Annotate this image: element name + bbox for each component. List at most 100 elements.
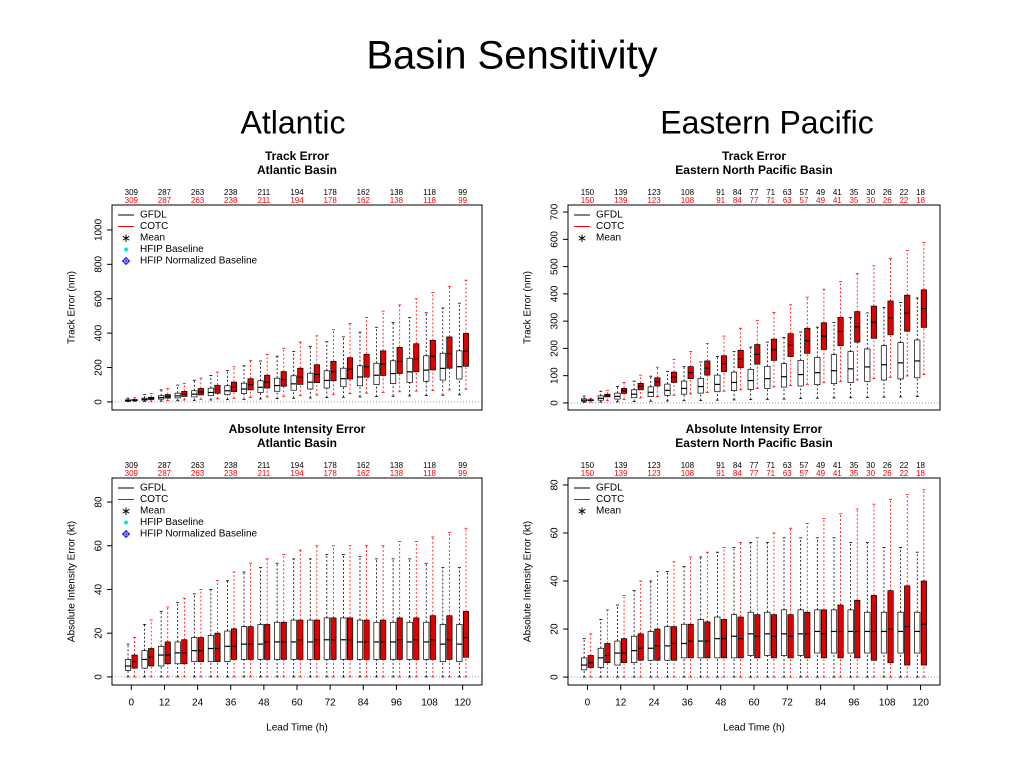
y-tick-label: 600 — [94, 290, 105, 307]
box — [714, 616, 721, 659]
box — [280, 621, 287, 660]
box — [214, 632, 221, 662]
count-label: 123 — [647, 469, 661, 478]
count-label: 238 — [224, 188, 238, 197]
count-label: 84 — [733, 196, 742, 205]
legend-symbol: ∗ — [121, 231, 131, 245]
box — [274, 377, 281, 392]
chart-title: Absolute Intensity Error — [229, 422, 366, 436]
count-label: 118 — [423, 469, 436, 478]
x-tick-label: 60 — [291, 698, 303, 709]
y-tick-label: 0 — [94, 399, 105, 405]
count-label: 287 — [158, 461, 172, 470]
box — [647, 631, 654, 661]
legend-symbol — [121, 529, 131, 539]
count-label: 71 — [766, 461, 775, 470]
x-tick-label: 60 — [748, 698, 760, 709]
box — [340, 367, 347, 388]
y-tick-label: 400 — [94, 324, 105, 341]
box — [346, 357, 354, 380]
count-label: 309 — [125, 188, 139, 197]
count-label: 123 — [647, 188, 661, 197]
box — [247, 626, 254, 660]
count-label: 71 — [766, 469, 775, 478]
column-title: Atlantic — [241, 104, 346, 140]
count-label: 150 — [581, 461, 595, 470]
box — [797, 360, 804, 387]
box — [664, 626, 671, 661]
box — [346, 617, 354, 660]
box — [456, 624, 463, 662]
count-label: 71 — [766, 196, 775, 205]
count-label: 123 — [647, 196, 661, 205]
legend-label: Mean — [140, 233, 165, 244]
plot-frame — [567, 204, 941, 411]
plot-frame — [111, 477, 483, 686]
box — [780, 609, 788, 656]
box — [240, 382, 248, 394]
count-label: 63 — [783, 188, 792, 197]
count-label: 194 — [290, 188, 304, 197]
box — [847, 351, 854, 383]
y-tick-label: 600 — [550, 231, 561, 248]
count-label: 162 — [357, 461, 371, 470]
y-axis-label: Absolute Intensity Error (kt) — [523, 521, 534, 642]
box — [330, 617, 337, 660]
y-tick-label: 80 — [94, 496, 105, 508]
y-tick-label: 1000 — [94, 218, 105, 241]
box — [413, 343, 420, 373]
box — [340, 617, 347, 660]
count-label: 84 — [733, 469, 742, 478]
box — [804, 611, 811, 659]
box — [904, 585, 911, 666]
y-tick-label: 700 — [550, 203, 561, 220]
box — [456, 350, 463, 380]
legend-label: Mean — [140, 506, 165, 517]
count-label: 211 — [257, 196, 270, 205]
count-label: 178 — [323, 188, 337, 197]
count-label: 77 — [750, 469, 759, 478]
x-tick-label: 96 — [848, 698, 860, 709]
count-label: 194 — [290, 461, 304, 470]
box — [406, 357, 413, 383]
count-label: 263 — [191, 461, 205, 470]
box — [406, 621, 413, 660]
box — [737, 616, 744, 659]
legend-label: GFDL — [596, 210, 623, 221]
y-axis-label: Absolute Intensity Error (kt) — [67, 521, 78, 642]
y-tick-label: 0 — [550, 674, 561, 680]
box — [191, 637, 198, 662]
x-tick-label: 72 — [782, 698, 794, 709]
count-label: 49 — [816, 196, 825, 205]
plot-frame — [111, 204, 483, 411]
legend-label: HFIP Normalized Baseline — [140, 256, 258, 267]
count-label: 309 — [125, 461, 139, 470]
box — [880, 345, 888, 381]
count-label: 287 — [158, 469, 172, 478]
box — [681, 623, 688, 659]
legend-label: COTC — [596, 494, 624, 505]
chart-subtitle: Atlantic Basin — [257, 163, 337, 177]
count-label: 26 — [883, 461, 892, 470]
count-label: 263 — [191, 469, 205, 478]
legend-label: HFIP Baseline — [140, 244, 204, 255]
x-tick-label: 108 — [879, 698, 896, 709]
count-label: 91 — [716, 461, 725, 470]
count-label: 57 — [800, 469, 809, 478]
box — [423, 621, 430, 660]
count-label: 118 — [423, 188, 436, 197]
box — [164, 641, 171, 665]
box — [290, 619, 297, 660]
count-label: 22 — [899, 188, 908, 197]
box — [290, 375, 297, 391]
count-label: 211 — [257, 188, 270, 197]
count-label: 77 — [750, 196, 759, 205]
count-label: 57 — [800, 188, 809, 197]
x-tick-label: 36 — [225, 698, 237, 709]
box — [396, 347, 403, 374]
x-axis-label: Lead Time (h) — [723, 723, 785, 734]
legend-symbol: ∗ — [577, 504, 587, 518]
count-label: 139 — [614, 461, 628, 470]
count-label: 150 — [581, 188, 595, 197]
